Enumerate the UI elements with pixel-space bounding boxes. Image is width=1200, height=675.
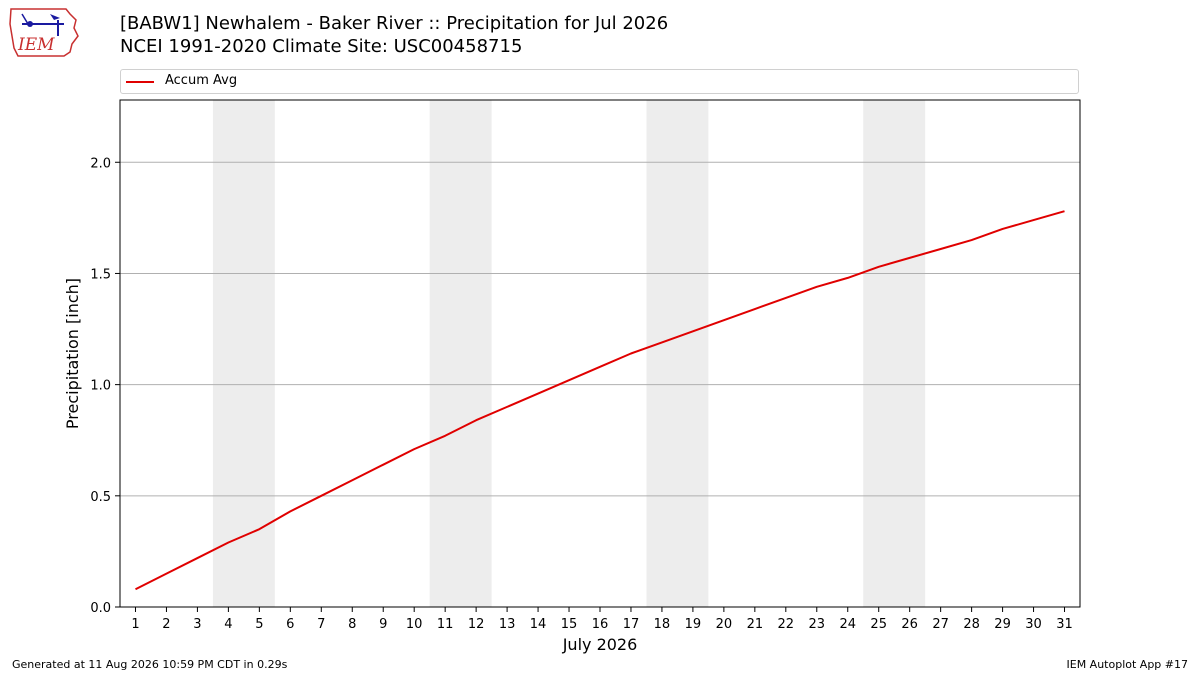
x-tick-label: 15 bbox=[561, 617, 578, 632]
x-tick-label: 18 bbox=[654, 617, 671, 632]
weekend-band-3 bbox=[646, 100, 709, 607]
x-tick-label: 22 bbox=[778, 617, 795, 632]
weekend-band-1 bbox=[212, 100, 275, 607]
y-tick-label: 1.0 bbox=[90, 379, 111, 394]
x-tick-label: 8 bbox=[348, 617, 356, 632]
chart-title: [BABW1] Newhalem - Baker River :: Precip… bbox=[120, 12, 668, 58]
series-layer bbox=[135, 210, 1065, 591]
x-tick-label: 9 bbox=[379, 617, 387, 632]
x-tick-label: 28 bbox=[963, 617, 980, 632]
legend-swatch-accum-avg bbox=[126, 81, 154, 83]
x-tick-label: 19 bbox=[685, 617, 702, 632]
x-tick-label: 29 bbox=[994, 617, 1011, 632]
x-axis-ticks: 1 2 3 4 5 6 7 8 9 10 11 12 13 14 15 16 17 18 19 20 21 22 23 24 2… bbox=[131, 607, 1073, 632]
y-axis-ticks: 0.0 0.5 1.0 1.5 2.0 bbox=[90, 156, 120, 616]
x-tick-label: 13 bbox=[499, 617, 516, 632]
weekend-band-4 bbox=[863, 100, 926, 607]
x-tick-label: 5 bbox=[255, 617, 263, 632]
x-tick-label: 6 bbox=[286, 617, 294, 632]
footer-app: IEM Autoplot App #17 bbox=[1066, 658, 1189, 671]
series-line-accum-avg bbox=[135, 210, 1065, 591]
title-line-2: NCEI 1991-2020 Climate Site: USC00458715 bbox=[120, 36, 523, 57]
title-line-1: [BABW1] Newhalem - Baker River :: Precip… bbox=[120, 13, 669, 34]
x-tick-label: 21 bbox=[747, 617, 764, 632]
y-tick-label: 2.0 bbox=[90, 156, 111, 171]
y-tick-label: 0.5 bbox=[90, 490, 111, 505]
legend: Accum Avg bbox=[120, 69, 1079, 94]
weekend-band-2 bbox=[429, 100, 492, 607]
y-axis-label: Precipitation [inch] bbox=[63, 278, 82, 429]
x-tick-label: 14 bbox=[530, 617, 547, 632]
x-tick-label: 10 bbox=[406, 617, 423, 632]
x-tick-label: 27 bbox=[932, 617, 949, 632]
weekend-bands bbox=[212, 100, 926, 607]
x-tick-label: 1 bbox=[131, 617, 139, 632]
x-tick-label: 11 bbox=[437, 617, 454, 632]
footer-generated: Generated at 11 Aug 2026 10:59 PM CDT in… bbox=[12, 658, 288, 671]
x-tick-label: 12 bbox=[468, 617, 485, 632]
x-tick-label: 20 bbox=[716, 617, 733, 632]
iem-logo: IEM bbox=[8, 6, 82, 58]
x-tick-label: 17 bbox=[623, 617, 640, 632]
x-tick-label: 7 bbox=[317, 617, 325, 632]
y-tick-label: 1.5 bbox=[90, 267, 111, 282]
x-tick-label: 16 bbox=[592, 617, 609, 632]
x-tick-label: 31 bbox=[1056, 617, 1073, 632]
x-tick-label: 2 bbox=[162, 617, 170, 632]
legend-label-accum-avg: Accum Avg bbox=[165, 73, 238, 88]
x-tick-label: 25 bbox=[870, 617, 887, 632]
x-tick-label: 30 bbox=[1025, 617, 1042, 632]
grid-lines bbox=[120, 161, 1080, 497]
x-tick-label: 26 bbox=[901, 617, 918, 632]
y-tick-label: 0.0 bbox=[90, 601, 111, 616]
x-tick-label: 23 bbox=[809, 617, 826, 632]
x-tick-label: 4 bbox=[224, 617, 232, 632]
logo-text: IEM bbox=[17, 35, 55, 55]
x-tick-label: 3 bbox=[193, 617, 201, 632]
x-tick-label: 24 bbox=[839, 617, 856, 632]
iem-iowa-logo-icon: IEM bbox=[9, 8, 79, 57]
x-axis-label: July 2026 bbox=[562, 635, 638, 654]
